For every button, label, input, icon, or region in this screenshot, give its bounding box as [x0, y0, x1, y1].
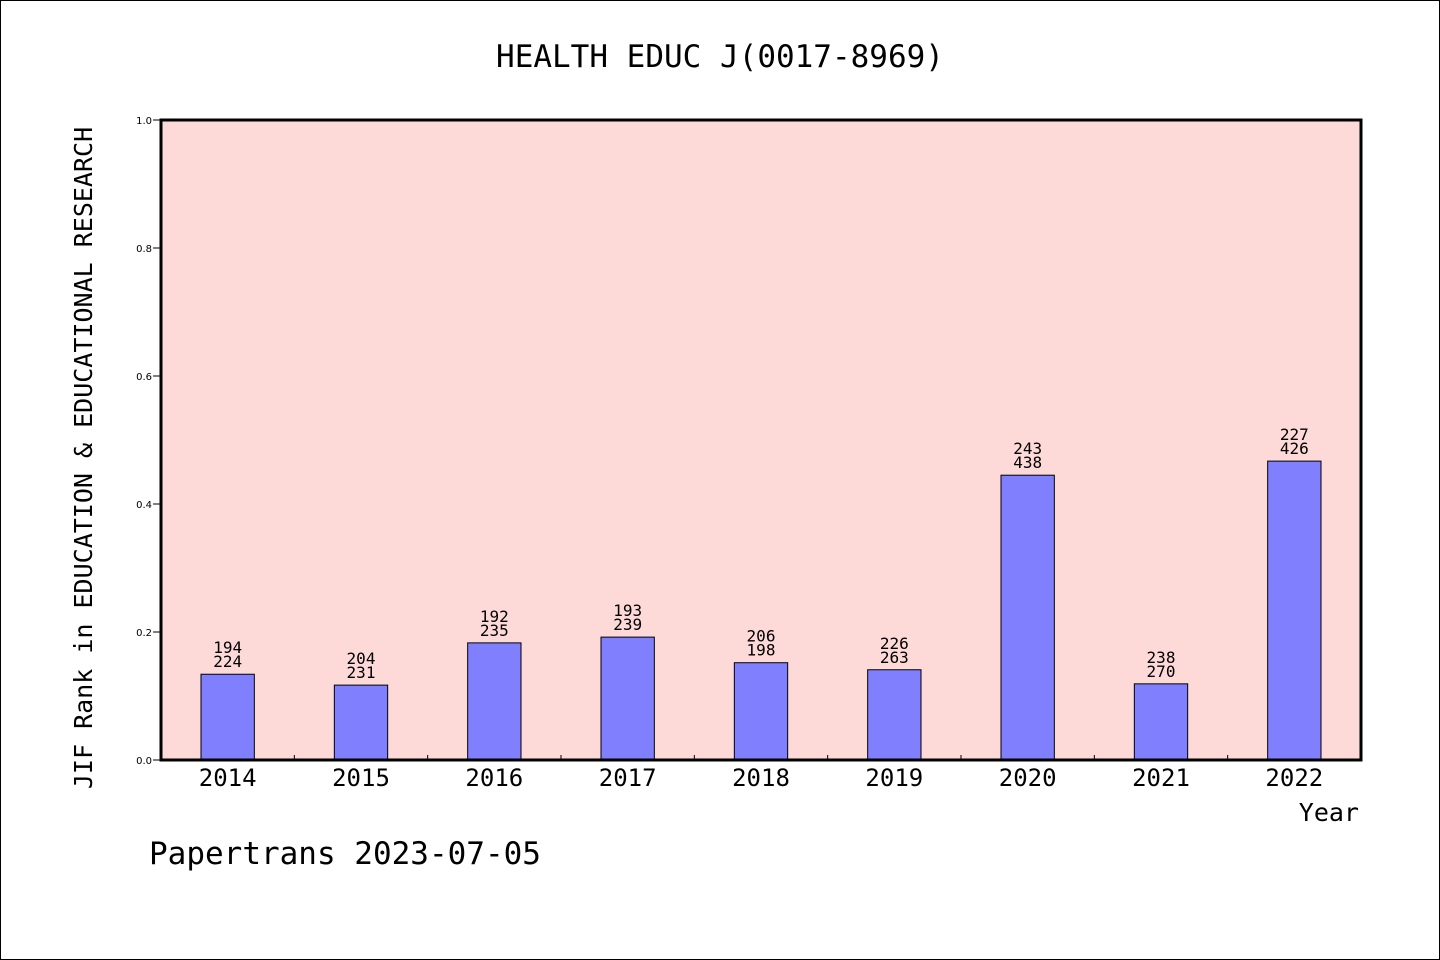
x-tick-label: 2021: [1132, 764, 1190, 792]
bar-2017: [600, 636, 655, 761]
bar-rank-label: 243: [1013, 439, 1042, 458]
y-tick-label: 0.8: [136, 244, 152, 255]
bar-total-label: 426: [1280, 439, 1309, 458]
bar-rank-label: 206: [747, 627, 776, 646]
bar-total-label: 231: [347, 663, 376, 682]
bar-total-label: 263: [880, 648, 909, 667]
x-tick-label: 2020: [999, 764, 1057, 792]
x-axis: 2014 2015 2016 2017 2018 2019 2020 2021 2022: [199, 755, 1323, 792]
y-tick-label: 0.6: [136, 372, 152, 383]
bar-rank-label: 193: [613, 601, 642, 620]
bar-total-label: 235: [480, 621, 509, 640]
bars-group: [200, 460, 1322, 761]
footer-text: Papertrans 2023-07-05: [149, 836, 541, 872]
bar-total-label: 224: [213, 652, 242, 671]
bar-2020: [1000, 474, 1055, 761]
y-tick-label: 0.2: [136, 628, 152, 639]
x-tick-label: 2014: [199, 764, 257, 792]
x-tick-label: 2022: [1265, 764, 1323, 792]
bar-2021: [1133, 683, 1189, 761]
plot-area: [161, 120, 1361, 760]
x-tick-label: 2018: [732, 764, 790, 792]
bar-rank-label: 227: [1280, 425, 1309, 444]
y-axis: 0.0 0.2 0.4 0.6 0.8 1.0: [136, 116, 161, 767]
bar-2016: [467, 642, 522, 761]
bar-total-label: 198: [747, 641, 776, 660]
chart-title: HEALTH EDUC J(0017-8969): [496, 39, 944, 75]
bar-total-label: 438: [1013, 453, 1042, 472]
bar-2019: [867, 669, 922, 761]
x-tick-label: 2016: [465, 764, 523, 792]
x-tick-label: 2017: [599, 764, 657, 792]
y-axis-label: JIF Rank in EDUCATION & EDUCATIONAL RESE…: [69, 127, 98, 789]
bar-2022: [1267, 460, 1322, 761]
y-tick-label: 1.0: [136, 116, 152, 127]
bar-2018: [733, 662, 789, 761]
bar-rank-label: 194: [213, 638, 242, 657]
bar-rank-label: 238: [1147, 648, 1176, 667]
y-tick-label: 0.4: [136, 500, 152, 511]
bar-rank-label: 192: [480, 607, 509, 626]
y-tick-label: 0.0: [136, 756, 152, 767]
x-tick-label: 2015: [332, 764, 390, 792]
x-tick-label: 2019: [865, 764, 923, 792]
bar-total-label: 239: [613, 615, 642, 634]
bar-2014: [200, 673, 255, 761]
bar-rank-label: 226: [880, 634, 909, 653]
bar-rank-label: 204: [347, 649, 376, 668]
x-axis-label: Year: [1299, 798, 1359, 827]
bar-2015: [333, 684, 389, 761]
plot-border: [159, 118, 1363, 762]
bar-total-label: 270: [1147, 662, 1176, 681]
